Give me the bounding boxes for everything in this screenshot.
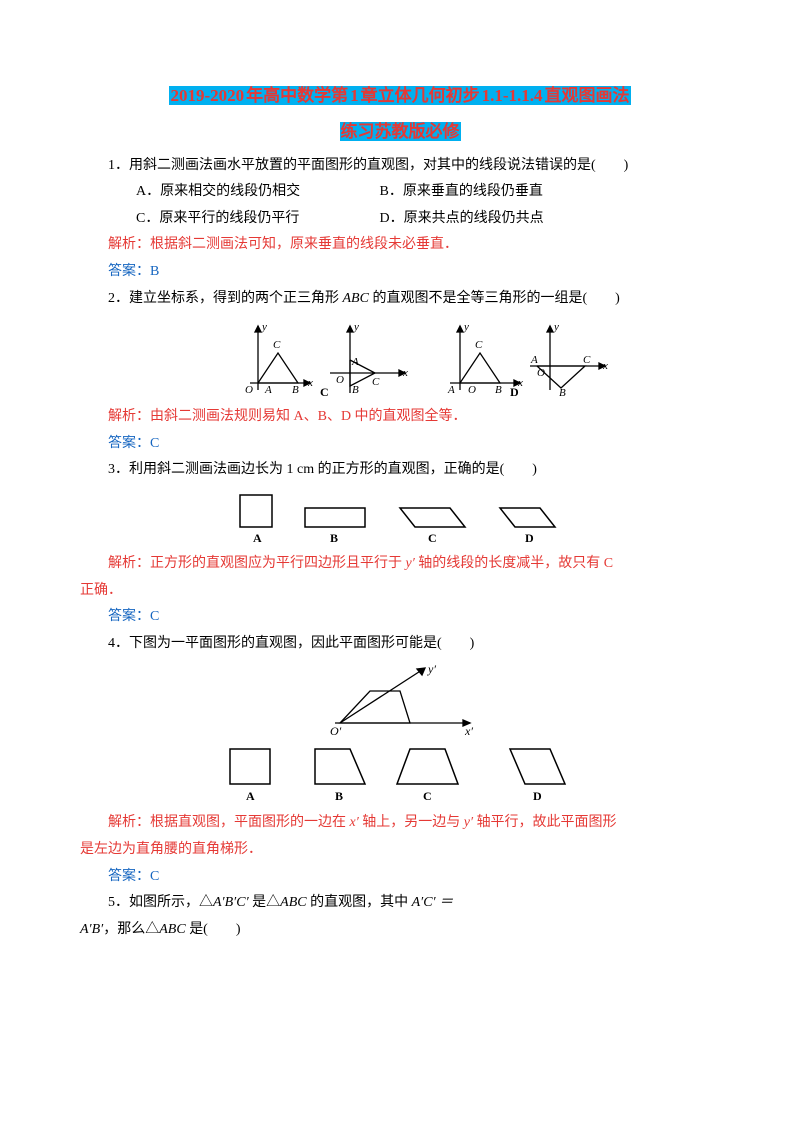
figure-q2-label-d: D [510,385,519,398]
svg-text:D: D [533,789,542,803]
svg-text:y: y [463,321,469,333]
figure-q4-options: A B C D [80,744,720,804]
svg-text:x: x [402,367,408,379]
option-1b: B．原来垂直的线段仍垂直 [352,179,543,206]
figure-q2-label-c: C [320,385,329,398]
svg-text:y: y [261,321,267,333]
svg-text:B: B [292,384,299,396]
figure-q3: A B C D [80,490,720,545]
figure-q2: O A B x y C O A C B x y [80,318,720,398]
svg-text:O: O [336,374,344,386]
svg-text:B: B [559,387,566,398]
svg-text:A: A [530,354,538,366]
solution-3-line2: 正确． [80,578,720,605]
question-3-text: 3．利用斜二测画法画边长为 1 cm 的正方形的直观图，正确的是( ) [80,457,720,484]
svg-text:y: y [553,321,559,333]
svg-text:C: C [428,531,437,545]
svg-text:x: x [307,377,313,389]
doc-title-line2: 练习苏教版必修 [80,116,720,148]
svg-text:O: O [537,367,545,379]
question-4-text: 4．下图为一平面图形的直观图，因此平面图形可能是( ) [80,631,720,658]
svg-text:B: B [495,384,502,396]
answer-4: 答案：C [80,864,720,891]
answer-2: 答案：C [80,431,720,458]
answer-1: 答案：B [80,259,720,286]
svg-text:A: A [264,384,272,396]
svg-text:C: C [423,789,432,803]
figure-q4-top: O′ x′ y′ [80,663,720,738]
svg-text:A: A [351,356,359,368]
option-1a: A．原来相交的线段仍相交 [108,179,348,206]
question-1-options-row1: A．原来相交的线段仍相交 B．原来垂直的线段仍垂直 [80,179,720,206]
solution-2: 解析：由斜二测画法规则易知 A、B、D 中的直观图全等． [80,404,720,431]
svg-text:A: A [447,384,455,396]
svg-text:O: O [245,384,253,396]
doc-title-line1: 2019-2020年高中数学第1章立体几何初步1.1-1.1.4直观图画法 [80,80,720,112]
svg-text:B: B [352,384,359,396]
svg-text:x: x [602,360,608,372]
svg-text:O′: O′ [330,724,342,738]
svg-text:D: D [525,531,534,545]
question-1-options-row2: C．原来平行的线段仍平行 D．原来共点的线段仍共点 [80,206,720,233]
svg-text:y′: y′ [427,663,436,676]
answer-3: 答案：C [80,604,720,631]
solution-4-line1: 解析：根据直观图，平面图形的一边在 x′ 轴上，另一边与 y′ 轴平行，故此平面… [80,810,720,837]
svg-text:x′: x′ [464,724,473,738]
option-1c: C．原来平行的线段仍平行 [108,206,348,233]
svg-text:B: B [330,531,338,545]
svg-text:O: O [468,384,476,396]
question-5-line2: A′B′，那么△ABC 是( ) [80,917,720,944]
option-1d: D．原来共点的线段仍共点 [352,206,544,233]
svg-text:y: y [353,321,359,333]
svg-text:C: C [372,376,380,388]
svg-text:A: A [246,789,255,803]
solution-1: 解析：根据斜二测画法可知，原来垂直的线段未必垂直． [80,232,720,259]
question-5-line1: 5．如图所示，△A′B′C′ 是△ABC 的直观图，其中 A′C′ ＝ [80,890,720,917]
svg-text:C: C [273,339,281,351]
solution-4-line2: 是左边为直角腰的直角梯形． [80,837,720,864]
svg-text:C: C [583,354,591,366]
solution-3-line1: 解析：正方形的直观图应为平行四边形且平行于 y′ 轴的线段的长度减半，故只有 C [80,551,720,578]
svg-text:A: A [253,531,262,545]
svg-text:B: B [335,789,343,803]
question-2-text: 2．建立坐标系，得到的两个正三角形 ABC 的直观图不是全等三角形的一组是( ) [80,286,720,313]
question-1-text: 1．用斜二测画法画水平放置的平面图形的直观图，对其中的线段说法错误的是( ) [80,153,720,180]
svg-text:C: C [475,339,483,351]
